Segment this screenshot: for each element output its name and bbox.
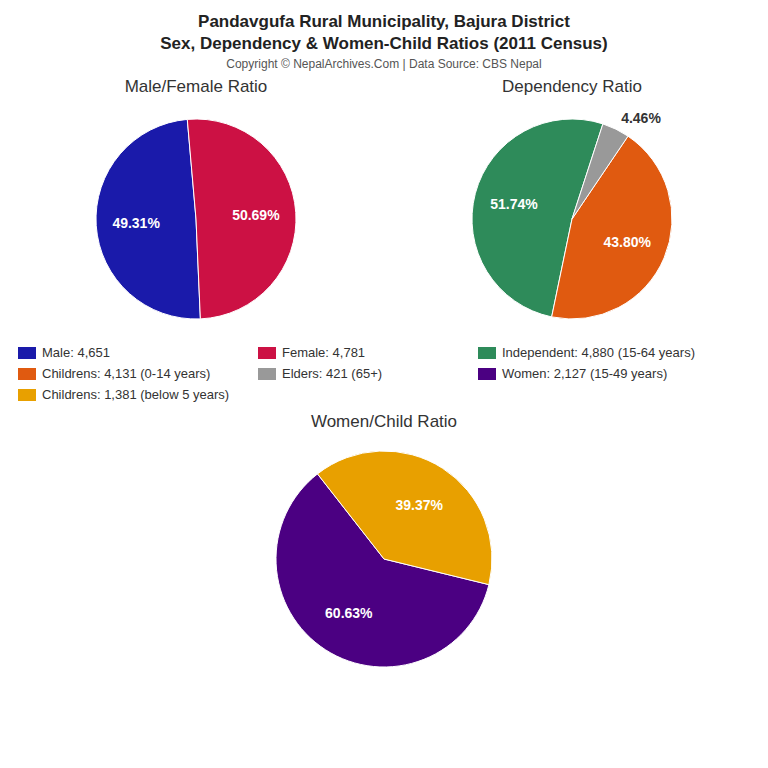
svg-text:60.63%: 60.63% [325,605,373,621]
html-text:Childrens: 1,381 (below 5 year: Childrens: 1,381 (below 5 years) [42,387,230,402]
html-text:Pandavgufa Rural Municipality,: Pandavgufa Rural Municipality, Bajura Di… [198,12,570,31]
html-text:Copyright © NepalArchives.Com: Copyright © NepalArchives.Com | Data Sou… [226,57,542,71]
html-text:Dependency Ratio: Dependency Ratio [502,77,642,96]
html-text:Independent: 4,880 (15-64 year: Independent: 4,880 (15-64 years) [502,345,695,360]
svg-text:4.46%: 4.46% [621,110,661,126]
html-text:Women: 2,127 (15-49 years): Women: 2,127 (15-49 years) [502,366,668,381]
svg-text:43.80%: 43.80% [604,234,652,250]
svg-text:49.31%: 49.31% [112,215,160,231]
html-text:Childrens: 4,131 (0-14 years): Childrens: 4,131 (0-14 years) [42,366,211,381]
html-text:Sex, Dependency & Women-Child: Sex, Dependency & Women-Child Ratios (20… [160,34,608,53]
html-text:Female: 4,781: Female: 4,781 [282,345,366,360]
svg-text:51.74%: 51.74% [490,196,538,212]
html-text:Male/Female Ratio: Male/Female Ratio [124,77,268,96]
svg-text:39.37%: 39.37% [395,497,443,513]
html-text:Women/Child Ratio: Women/Child Ratio [310,412,458,431]
svg-text:50.69%: 50.69% [232,207,280,223]
html-text:Elders: 421 (65+): Elders: 421 (65+) [282,366,383,381]
html-text:Male: 4,651: Male: 4,651 [42,345,110,360]
